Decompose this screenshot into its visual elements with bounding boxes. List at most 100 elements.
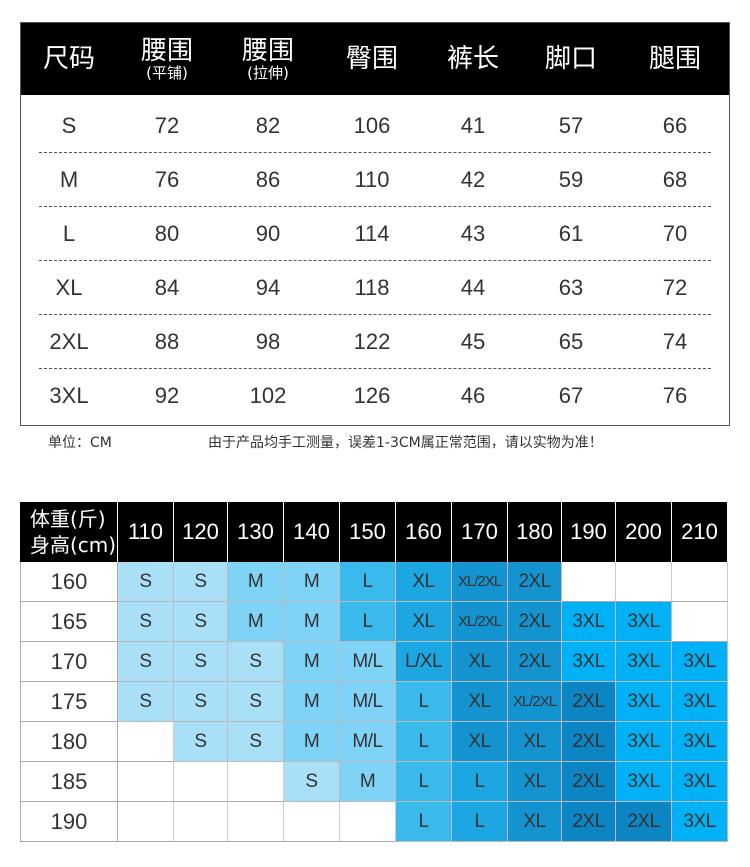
size-header-cell: 脚口	[521, 23, 621, 95]
measurement-disclaimer: 由于产品均手工测量，误差1-3CM属正常范围，请以实物为准！	[208, 435, 603, 451]
recommended-size-cell: 3XL	[616, 642, 672, 682]
recommended-size-cell: XL	[508, 722, 562, 762]
measurement-cell: 110	[354, 167, 390, 192]
recommended-size-cell: M	[284, 682, 340, 722]
measurement-cell: 118	[354, 275, 390, 300]
size-chart-header: 尺码 腰围 (平铺) 腰围 (拉伸) 臀围 裤长 脚口 腿围	[21, 23, 729, 95]
recommended-size-cell: XL	[396, 562, 452, 602]
size-table-row: 3XL 92 102 126 46 67 76	[21, 369, 729, 423]
recommended-size-cell: XL	[452, 722, 508, 762]
recommended-size-cell: L	[452, 802, 508, 842]
measurement-cell: 102	[249, 383, 287, 408]
weight-header-cell: 120	[174, 502, 228, 562]
recommended-size-cell: XL	[396, 602, 452, 642]
recommended-size-cell: S	[174, 642, 228, 682]
size-label-cell: 3XL	[49, 383, 89, 408]
height-label-cell: 190	[20, 802, 118, 842]
height-label-cell: 170	[20, 642, 118, 682]
recommended-size-cell: M	[284, 562, 340, 602]
size-label-cell: S	[61, 113, 77, 138]
weight-axis-label: 体重(斤)	[30, 507, 106, 531]
measurement-cell: 114	[354, 221, 390, 246]
recommended-size-cell: 3XL	[672, 762, 728, 802]
measurement-cell: 70	[662, 221, 688, 246]
recommended-size-cell: M	[284, 642, 340, 682]
measurement-cell: 66	[662, 113, 688, 138]
unit-note: 单位：CM	[48, 435, 112, 451]
weight-header-cell: 160	[396, 502, 452, 562]
recommended-size-cell: XL	[508, 762, 562, 802]
size-header-label: 腰围	[140, 35, 193, 66]
recommended-size-cell: M	[228, 602, 284, 642]
recommended-size-cell: L	[340, 602, 396, 642]
measurement-cell: 65	[558, 329, 584, 354]
measurement-cell: 106	[353, 113, 391, 138]
recommended-size-cell: L	[396, 762, 452, 802]
recommended-size-cell: 3XL	[672, 682, 728, 722]
recommended-size-cell: 3XL	[672, 802, 728, 842]
measurement-cell: 122	[353, 329, 391, 354]
row-divider	[39, 368, 711, 369]
recommended-size-cell: L/XL	[396, 642, 452, 682]
recommended-size-cell: L	[396, 682, 452, 722]
recommended-size-cell: 2XL	[562, 802, 616, 842]
size-label-cell: XL	[55, 275, 83, 300]
recommended-size-cell: 3XL	[562, 602, 616, 642]
height-label-cell: 165	[20, 602, 118, 642]
size-header-label: 尺码	[42, 44, 95, 74]
measurement-cell: 98	[255, 329, 281, 354]
recommended-size-cell	[118, 722, 174, 762]
recommended-size-cell	[228, 802, 284, 842]
recommended-size-cell: XL	[452, 642, 508, 682]
measurement-cell: 45	[460, 329, 486, 354]
size-header-cell: 裤长	[425, 23, 521, 95]
recommended-size-cell: 3XL	[672, 642, 728, 682]
recommended-size-cell: 2XL	[562, 762, 616, 802]
recommended-size-cell	[616, 562, 672, 602]
height-label-cell: 160	[20, 562, 118, 602]
weight-height-size-table: 体重(斤) 身高(cm) 110 120 130 140 150 160 170 180 190…	[20, 502, 730, 842]
height-axis-label: 身高(cm)	[30, 533, 117, 557]
size-header-label: 腰围	[241, 35, 294, 66]
weight-header-cell: 110	[118, 502, 174, 562]
size-header-sublabel: (拉伸)	[247, 63, 289, 82]
weight-header-cell: 200	[616, 502, 672, 562]
measurement-cell: 42	[460, 167, 486, 192]
recommended-size-cell	[174, 762, 228, 802]
recommended-size-cell: S	[118, 642, 174, 682]
recommended-size-cell: XL/2XL	[452, 602, 508, 642]
measurement-cell: 46	[460, 383, 486, 408]
recommended-size-cell: 3XL	[616, 722, 672, 762]
recommended-size-cell: S	[174, 722, 228, 762]
recommended-size-cell: L	[452, 762, 508, 802]
recommended-size-cell: M/L	[340, 682, 396, 722]
size-table-row: XL 84 94 118 44 63 72	[21, 261, 729, 315]
height-label-cell: 175	[20, 682, 118, 722]
weight-header-cell: 140	[284, 502, 340, 562]
size-header-sublabel: (平铺)	[146, 63, 188, 82]
size-table-row: S 72 82 106 41 57 66	[21, 99, 729, 153]
recommended-size-cell: M	[228, 562, 284, 602]
measurement-cell: 88	[154, 329, 180, 354]
recommended-size-cell: S	[118, 682, 174, 722]
recommended-size-cell: M/L	[340, 642, 396, 682]
measurement-cell: 86	[255, 167, 281, 192]
measurement-cell: 82	[255, 113, 281, 138]
weight-header-cell: 190	[562, 502, 616, 562]
measurement-cell: 68	[662, 167, 688, 192]
recommended-size-cell: 3XL	[562, 642, 616, 682]
measurement-cell: 74	[662, 329, 688, 354]
fit-table-row: 185 S M L L XL 2XL 3XL 3XL	[20, 762, 730, 802]
fit-table-corner-header: 体重(斤) 身高(cm)	[20, 502, 118, 562]
recommended-size-cell: 2XL	[562, 682, 616, 722]
row-divider	[39, 314, 711, 315]
recommended-size-cell: 3XL	[672, 722, 728, 762]
recommended-size-cell: M	[340, 762, 396, 802]
recommended-size-cell: M	[284, 722, 340, 762]
recommended-size-cell: 2XL	[562, 722, 616, 762]
recommended-size-cell: S	[174, 602, 228, 642]
recommended-size-cell: XL	[452, 682, 508, 722]
size-header-cell: 腰围 (拉伸)	[217, 23, 319, 95]
recommended-size-cell	[228, 762, 284, 802]
measurement-cell: 84	[154, 275, 180, 300]
